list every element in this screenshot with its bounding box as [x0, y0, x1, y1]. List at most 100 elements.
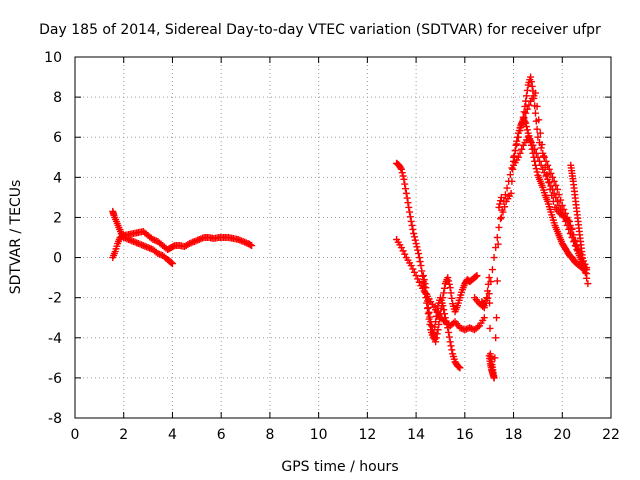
y-axis-label: SDTVAR / TECUs: [8, 180, 24, 295]
data-point: [563, 221, 571, 229]
data-point: [420, 276, 428, 284]
data-point: [541, 163, 549, 171]
data-point: [572, 242, 580, 250]
data-point: [438, 299, 446, 307]
data-point: [413, 243, 421, 251]
data-point: [501, 203, 509, 211]
data-point: [548, 191, 556, 199]
data-point: [415, 250, 423, 258]
data-point: [411, 236, 419, 244]
data-point: [493, 234, 501, 241]
data-point: [514, 133, 522, 141]
data-point: [534, 153, 542, 161]
data-point: [436, 310, 444, 318]
data-point: [446, 284, 454, 292]
y-tick-label: 2: [53, 210, 62, 226]
data-point: [516, 127, 524, 135]
data-point: [501, 191, 509, 199]
axis-ticks: [74, 56, 612, 419]
data-point: [564, 216, 572, 224]
data-point: [484, 294, 492, 302]
data-point: [405, 203, 413, 211]
data-point: [584, 280, 592, 288]
tick-labels: 0 2 4 6 8 10 12 14 16 18 20 22 -8 -6 -4 -2 0 2 4 6 8 10: [44, 50, 620, 443]
y-tick-label: 6: [53, 130, 62, 146]
data-point: [546, 185, 554, 193]
data-point: [517, 123, 525, 131]
x-tick-label: 14: [407, 427, 425, 443]
x-tick-label: 12: [358, 427, 376, 443]
data-point: [432, 338, 440, 346]
data-point: [485, 290, 493, 298]
data-point: [549, 173, 557, 181]
data-point: [523, 92, 531, 100]
data-point: [439, 294, 447, 302]
data-point: [445, 277, 453, 285]
data-point: [444, 274, 452, 282]
data-point: [529, 141, 537, 149]
data-point: [415, 254, 423, 262]
data-point: [409, 265, 417, 273]
data-point: [407, 217, 415, 225]
y-tick-label: -2: [48, 291, 62, 307]
data-point: [492, 314, 500, 322]
data-point: [510, 152, 518, 160]
y-tick-label: -6: [48, 371, 62, 387]
data-point: [410, 233, 418, 241]
data-point: [428, 322, 436, 330]
x-tick-label: 2: [119, 427, 128, 443]
x-tick-label: 22: [602, 427, 620, 443]
y-tick-label: 10: [44, 50, 62, 66]
data-point: [433, 330, 441, 338]
data-point: [423, 297, 431, 305]
data-point: [401, 180, 409, 188]
data-point: [537, 144, 545, 152]
data-point: [532, 149, 540, 157]
data-points: [109, 73, 592, 382]
data-point: [518, 120, 526, 128]
data-point: [422, 284, 430, 292]
data-point: [514, 153, 522, 161]
data-point: [447, 289, 455, 297]
data-point: [533, 125, 541, 133]
data-point: [419, 272, 427, 280]
x-tick-label: 10: [310, 427, 328, 443]
data-point: [426, 313, 434, 321]
data-point: [434, 326, 442, 334]
data-point: [397, 164, 405, 172]
data-point: [480, 304, 488, 312]
chart-title: Day 185 of 2014, Sidereal Day-to-day VTE…: [39, 22, 601, 38]
data-point: [400, 175, 408, 183]
y-tick-label: 0: [53, 251, 62, 267]
data-point: [398, 169, 406, 177]
data-point: [537, 161, 545, 169]
data-point: [495, 223, 503, 231]
data-point: [535, 116, 543, 124]
data-point: [547, 182, 555, 190]
data-point: [520, 114, 528, 122]
data-point: [397, 244, 405, 252]
data-point: [518, 119, 526, 127]
data-point: [407, 262, 415, 270]
data-point: [424, 304, 432, 312]
data-point: [403, 194, 411, 202]
data-point: [412, 272, 420, 280]
data-point: [583, 274, 591, 282]
data-point: [503, 184, 511, 192]
data-point: [496, 200, 504, 208]
data-point: [401, 250, 409, 258]
y-tick-label: 8: [53, 90, 62, 106]
data-point: [492, 244, 500, 252]
plot-frame: [74, 56, 612, 419]
x-tick-label: 6: [217, 427, 226, 443]
data-point: [437, 304, 445, 312]
x-tick-label: 20: [553, 427, 571, 443]
data-point: [543, 171, 551, 179]
data-point: [416, 258, 424, 266]
data-point: [570, 238, 578, 246]
data-point: [497, 193, 505, 201]
data-point: [569, 231, 577, 239]
data-point: [533, 102, 541, 110]
data-point: [445, 333, 453, 341]
